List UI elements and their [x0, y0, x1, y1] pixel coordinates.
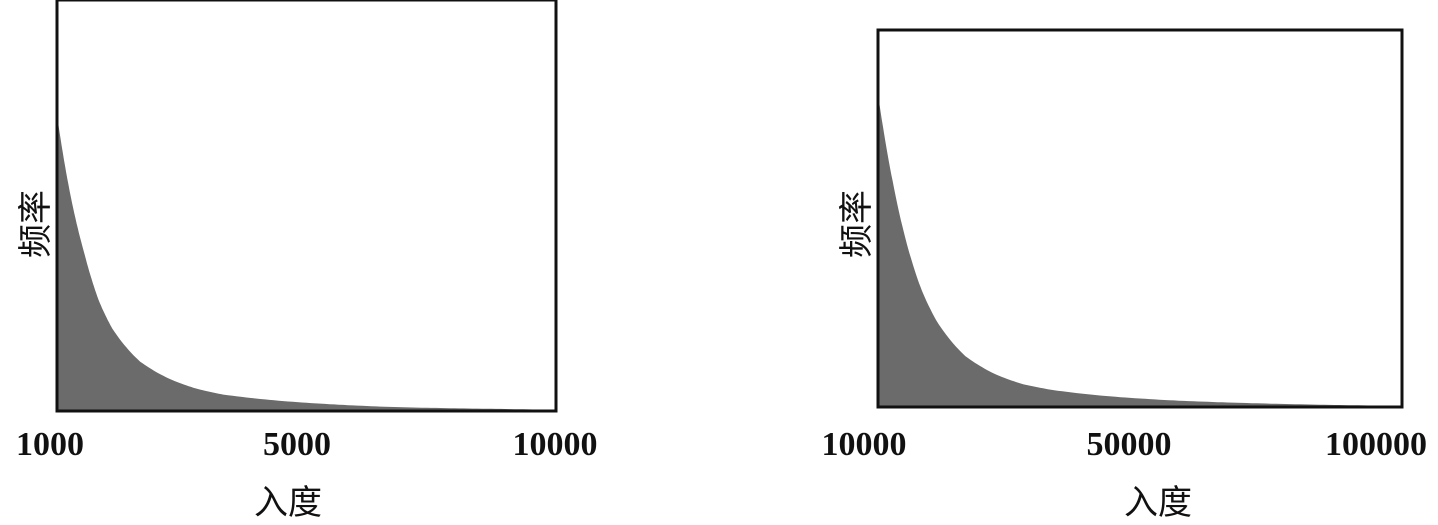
plot-frame: [876, 28, 1404, 409]
chart-left: 1000 5000 10000 入度 频率: [16, 0, 598, 523]
y-axis-title: 频率: [16, 190, 56, 258]
x-tick-label: 50000: [1087, 426, 1172, 463]
x-axis-title: 入度: [254, 483, 322, 523]
x-tick-label: 10000: [822, 426, 907, 463]
plot-frame: [55, 0, 558, 413]
distribution-area: [878, 94, 1402, 407]
x-tick-label: 5000: [263, 426, 331, 463]
x-axis-title: 入度: [1124, 483, 1192, 523]
y-axis-title: 频率: [837, 190, 877, 258]
distribution-area: [57, 115, 556, 411]
x-tick-label: 1000: [16, 426, 84, 463]
x-tick-label: 100000: [1325, 426, 1427, 463]
chart-right: 10000 50000 100000 入度 频率: [822, 28, 1427, 523]
x-tick-label: 10000: [513, 426, 598, 463]
